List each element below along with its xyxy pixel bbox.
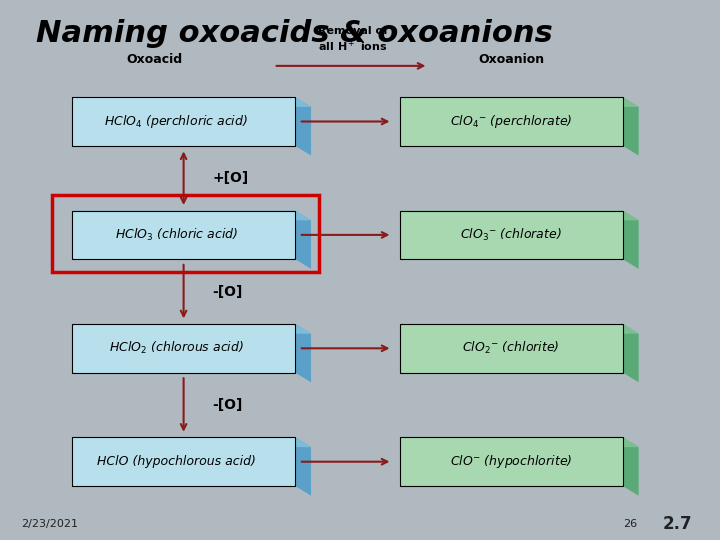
Text: HClO$_2$ (chlorous acid): HClO$_2$ (chlorous acid) <box>109 340 244 356</box>
Text: Naming oxoacids & oxoanions: Naming oxoacids & oxoanions <box>36 19 553 48</box>
Polygon shape <box>400 437 639 447</box>
Polygon shape <box>295 437 311 496</box>
Polygon shape <box>295 211 311 269</box>
FancyBboxPatch shape <box>400 211 623 259</box>
FancyBboxPatch shape <box>400 97 623 146</box>
Polygon shape <box>72 97 311 107</box>
Polygon shape <box>400 211 639 220</box>
Text: Oxoanion: Oxoanion <box>478 53 544 66</box>
FancyBboxPatch shape <box>72 437 295 486</box>
FancyBboxPatch shape <box>72 211 295 259</box>
Text: -[O]: -[O] <box>212 285 243 299</box>
Text: 2/23/2021: 2/23/2021 <box>22 519 78 529</box>
Polygon shape <box>623 437 639 496</box>
Text: Removal of
all H$^+$ ions: Removal of all H$^+$ ions <box>318 26 388 54</box>
Polygon shape <box>295 324 311 382</box>
Text: -[O]: -[O] <box>212 398 243 412</box>
Text: Oxoacid: Oxoacid <box>127 53 183 66</box>
Polygon shape <box>400 97 639 107</box>
Polygon shape <box>72 324 311 334</box>
Polygon shape <box>72 211 311 220</box>
Text: ClO$_4$$^{-}$ (perchlorate): ClO$_4$$^{-}$ (perchlorate) <box>450 113 572 130</box>
Text: ClO$^{-}$ (hypochlorite): ClO$^{-}$ (hypochlorite) <box>450 453 572 470</box>
Polygon shape <box>295 97 311 156</box>
FancyBboxPatch shape <box>72 324 295 373</box>
Polygon shape <box>623 324 639 382</box>
Polygon shape <box>623 97 639 156</box>
Polygon shape <box>400 324 639 334</box>
Text: HClO$_4$ (perchloric acid): HClO$_4$ (perchloric acid) <box>104 113 248 130</box>
Text: HClO$_3$ (chloric acid): HClO$_3$ (chloric acid) <box>114 227 238 243</box>
Polygon shape <box>72 437 311 447</box>
FancyBboxPatch shape <box>400 324 623 373</box>
Text: 26: 26 <box>623 519 637 529</box>
Text: HClO (hypochlorous acid): HClO (hypochlorous acid) <box>97 455 256 468</box>
Text: +[O]: +[O] <box>212 171 248 185</box>
FancyBboxPatch shape <box>72 97 295 146</box>
Text: ClO$_3$$^{-}$ (chlorate): ClO$_3$$^{-}$ (chlorate) <box>460 227 562 243</box>
Text: ClO$_2$$^{-}$ (chlorite): ClO$_2$$^{-}$ (chlorite) <box>462 340 560 356</box>
Text: 2.7: 2.7 <box>662 515 692 533</box>
FancyBboxPatch shape <box>400 437 623 486</box>
Polygon shape <box>623 211 639 269</box>
